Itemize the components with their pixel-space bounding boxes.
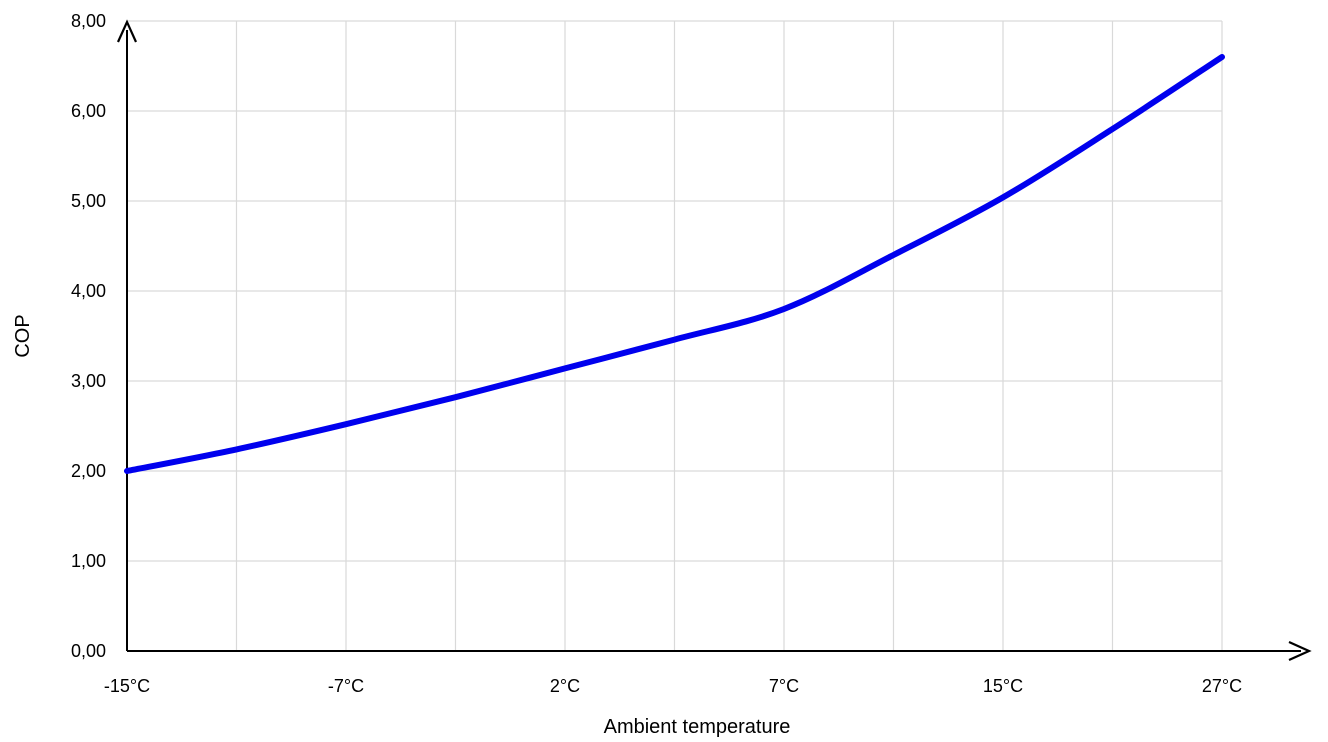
x-axis-title: Ambient temperature: [604, 716, 791, 738]
y-tick-label: 1,00: [71, 551, 106, 571]
y-tick-label: 3,00: [71, 371, 106, 391]
series-line-cop: [124, 54, 1225, 474]
y-tick-label: 8,00: [71, 11, 106, 31]
x-tick-label: -15°C: [104, 676, 150, 696]
y-tick-label: 6,00: [71, 101, 106, 121]
x-tick-label: 15°C: [983, 676, 1023, 696]
x-axis-ticks: -15°C -7°C 2°C 7°C 15°C 27°C: [104, 676, 1242, 696]
y-tick-label: 0,00: [71, 641, 106, 661]
y-axis-title: COP: [12, 314, 34, 357]
y-tick-label: 4,00: [71, 281, 106, 301]
x-tick-label: -7°C: [328, 676, 364, 696]
y-tick-label: 5,00: [71, 191, 106, 211]
y-tick-label: 2,00: [71, 461, 106, 481]
x-tick-label: 7°C: [769, 676, 799, 696]
x-tick-label: 27°C: [1202, 676, 1242, 696]
x-tick-label: 2°C: [550, 676, 580, 696]
axes: [116, 19, 1312, 662]
grid-lines: [127, 20, 1223, 651]
series-group: [124, 54, 1225, 474]
y-axis-ticks: 0,00 1,00 2,00 3,00 4,00 5,00 6,00 8,00: [71, 11, 106, 661]
x-axis-arrow: [1288, 640, 1312, 662]
y-axis-arrow: [116, 19, 138, 43]
